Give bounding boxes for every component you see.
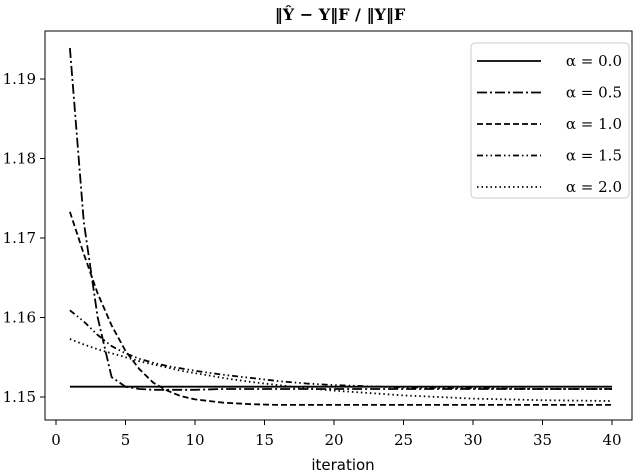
series-layer [69,47,613,406]
x-tick-label: 5 [121,431,131,449]
y-tick-label: 1.17 [3,229,36,247]
x-tick-label: 40 [602,431,621,449]
x-tick-label: 25 [394,431,413,449]
x-tick-label: 10 [185,431,204,449]
y-tick-label: 1.19 [3,70,36,88]
x-tick-label: 35 [533,431,552,449]
x-tick-label: 0 [51,431,61,449]
x-tick-label: 30 [463,431,482,449]
x-tick-label: 15 [255,431,274,449]
x-tick-label: 20 [324,431,343,449]
legend-label: α = 2.0 [566,178,622,196]
x-axis-label: iteration [311,456,374,473]
legend-box [470,42,630,199]
legend: α = 0.0 α = 0.5 α = 1.0 α = 1.5 α = 2.0 [470,42,630,199]
series-line-1 [69,47,612,391]
y-tick-label: 1.15 [3,388,36,406]
y-tick-label: 1.18 [3,150,36,168]
legend-label: α = 0.0 [566,52,622,70]
y-axis: 1.15 1.16 1.17 1.18 1.19 [3,70,45,406]
series-line-2 [69,211,612,406]
legend-label: α = 1.0 [566,115,622,133]
y-tick-label: 1.16 [3,309,36,327]
series-line-3 [69,309,612,390]
chart-title: ‖Ŷ − Y‖F / ‖Y‖F [275,4,406,24]
x-axis: 0 5 10 15 20 25 30 35 40 [51,420,622,449]
legend-label: α = 0.5 [566,84,622,102]
legend-label: α = 1.5 [566,147,622,165]
